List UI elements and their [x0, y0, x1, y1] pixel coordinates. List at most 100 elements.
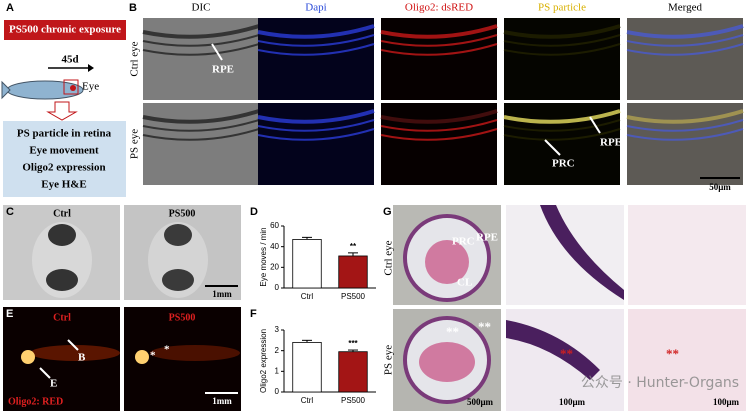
column-header: Merged — [668, 2, 703, 14]
y-tick-label: 60 — [270, 221, 279, 230]
eye — [164, 224, 192, 246]
row-label: PS eye — [383, 345, 395, 375]
fish-eye — [70, 85, 76, 91]
significance: *** — [348, 339, 358, 348]
tissue-band — [257, 24, 375, 39]
x-tick-label: PS500 — [341, 396, 366, 405]
panel-label: C — [6, 206, 14, 218]
eye — [21, 350, 35, 364]
image — [506, 205, 624, 305]
x-tick-label: Ctrl — [301, 292, 314, 301]
annotation: ** — [478, 319, 491, 334]
panel-label: B — [129, 2, 137, 14]
glow — [30, 345, 120, 361]
eye — [135, 350, 149, 364]
row-label: Ctrl eye — [383, 240, 395, 275]
watermark: 公众号 · Hunter-Organs — [581, 375, 739, 391]
panel-b-images — [142, 18, 744, 185]
outcome: Oligo2 expression — [22, 162, 105, 174]
annotation: RPE — [476, 232, 498, 244]
row-label: Ctrl eye — [129, 41, 141, 76]
bar — [338, 351, 368, 393]
tissue-band — [142, 119, 260, 132]
panel-label: D — [250, 206, 258, 218]
eye — [162, 269, 194, 291]
y-axis-label: Oligo2 expression — [259, 329, 268, 393]
x-tick-label: Ctrl — [301, 396, 314, 405]
label: Ctrl — [53, 312, 71, 323]
annotation: ** — [446, 324, 459, 339]
tissue-band — [626, 43, 744, 56]
arrow — [589, 116, 601, 134]
retina — [506, 320, 600, 380]
eye — [48, 224, 76, 246]
stain-label: Oligo2: RED — [8, 396, 63, 407]
tissue-band — [626, 128, 744, 141]
duration: 45d — [61, 54, 78, 66]
column-header: PS particle — [538, 2, 586, 14]
fish-tail — [1, 80, 11, 100]
tissue-band — [503, 109, 621, 124]
tissue-band — [142, 109, 260, 124]
tissue-band — [503, 24, 621, 39]
arrow — [39, 367, 51, 379]
bar — [292, 341, 322, 393]
column-header: Oligo2: dsRED — [405, 2, 473, 14]
tissue-band — [626, 24, 744, 39]
marker: B — [78, 352, 86, 364]
tissue-band — [380, 43, 498, 56]
tissue-band — [503, 119, 621, 132]
tissue-band — [142, 43, 260, 56]
tissue-band — [257, 119, 375, 132]
organ-label: Eye — [82, 81, 99, 93]
tissue-band — [380, 128, 498, 141]
panel-label: A — [6, 2, 14, 14]
arrow — [88, 64, 94, 72]
x-tick-label: PS500 — [341, 292, 366, 301]
panel-label: E — [6, 308, 13, 320]
lens — [419, 342, 475, 382]
label: Ctrl — [53, 208, 71, 219]
outcome: PS particle in retina — [17, 128, 112, 140]
tissue-band — [257, 128, 375, 141]
marker: E — [50, 378, 57, 390]
arrow — [67, 339, 79, 351]
bar — [292, 239, 322, 289]
column-header: Dapi — [305, 2, 326, 14]
panel-label: F — [250, 308, 257, 320]
tissue-band — [503, 128, 621, 141]
scale-label: 500μm — [467, 397, 494, 407]
panel-label: G — [383, 206, 392, 218]
column-header: DIC — [192, 2, 211, 14]
tissue-band — [626, 109, 744, 124]
tissue-band — [626, 119, 744, 132]
tissue-band — [142, 128, 260, 141]
retina — [540, 205, 624, 300]
banner — [4, 20, 126, 40]
tissue-band — [257, 34, 375, 47]
tissue-band — [380, 109, 498, 124]
tissue-band — [142, 34, 260, 47]
tissue-band — [257, 43, 375, 56]
marker: * — [164, 344, 170, 356]
y-tick-label: 0 — [275, 283, 280, 292]
glow — [150, 345, 240, 361]
tissue-band — [142, 24, 260, 39]
annotation: CL — [457, 277, 472, 289]
annotation: RPE — [212, 64, 234, 76]
arrow — [46, 101, 78, 121]
row-label: PS eye — [129, 129, 141, 159]
outcome: Eye H&E — [41, 179, 87, 191]
outcome-box — [3, 121, 126, 197]
tissue-band — [503, 43, 621, 56]
outcome: Eye movement — [29, 145, 99, 157]
y-tick-label: 20 — [270, 262, 279, 271]
banner-text: PS500 chronic exposure — [9, 24, 121, 36]
y-tick-label: 40 — [270, 242, 279, 251]
significance: ** — [350, 242, 357, 251]
tissue-band — [503, 34, 621, 47]
marker: * — [150, 350, 156, 362]
y-tick-label: 1 — [275, 366, 280, 375]
scale-label: 50μm — [709, 182, 731, 192]
